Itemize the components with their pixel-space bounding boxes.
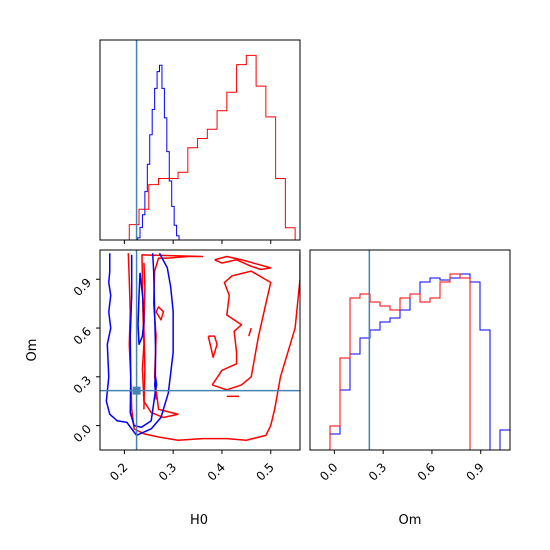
om-hist-red-series	[310, 273, 510, 450]
om-histogram-panel: 0.0 0.3 0.6 0.9	[309, 249, 511, 484]
om-y-tick-label: 0.6	[71, 324, 94, 347]
om-y-tick-label: 0.3	[71, 373, 94, 396]
contour-panel-frame	[99, 249, 301, 451]
h0-hist-frame	[99, 39, 301, 241]
contour-red	[143, 262, 146, 410]
h0-x-tick-label: 0.4	[205, 460, 228, 483]
contour-red	[248, 327, 252, 337]
om-y-tick-label: 0.0	[71, 422, 94, 445]
h0-hist-blue-series	[132, 64, 182, 240]
om-x-tick-label: 0.3	[366, 460, 389, 483]
h0-x-tick-label: 0.5	[253, 460, 276, 483]
h0-om-contour-panel: 0.2 0.3 0.4 0.5 0.0 0.3 0.6 0.9	[71, 249, 301, 484]
h0-hist-red-series	[100, 54, 296, 240]
x-axis-label-h0: H0	[190, 513, 208, 528]
contour-red	[214, 255, 272, 271]
contour-blue	[137, 272, 145, 346]
contour-red	[141, 254, 204, 419]
y-axis-label-om: Om	[25, 339, 40, 362]
x-axis-label-om: Om	[399, 513, 422, 528]
om-y-tick-label: 0.9	[71, 275, 94, 298]
contour-blue	[129, 253, 157, 428]
truth-marker	[132, 386, 141, 395]
om-hist-frame	[309, 249, 511, 451]
contour-red	[207, 335, 218, 359]
om-x-tick-label: 0.0	[317, 460, 340, 483]
h0-x-tick-label: 0.3	[156, 460, 179, 483]
h0-x-tick-label: 0.2	[107, 460, 130, 483]
contour-blue	[105, 252, 174, 437]
om-x-tick-label: 0.9	[463, 460, 486, 483]
contour-blue	[153, 376, 158, 391]
h0-histogram-panel	[99, 39, 301, 244]
contour-red	[155, 306, 165, 321]
om-x-tick-label: 0.6	[415, 460, 438, 483]
contour-red	[211, 270, 272, 391]
